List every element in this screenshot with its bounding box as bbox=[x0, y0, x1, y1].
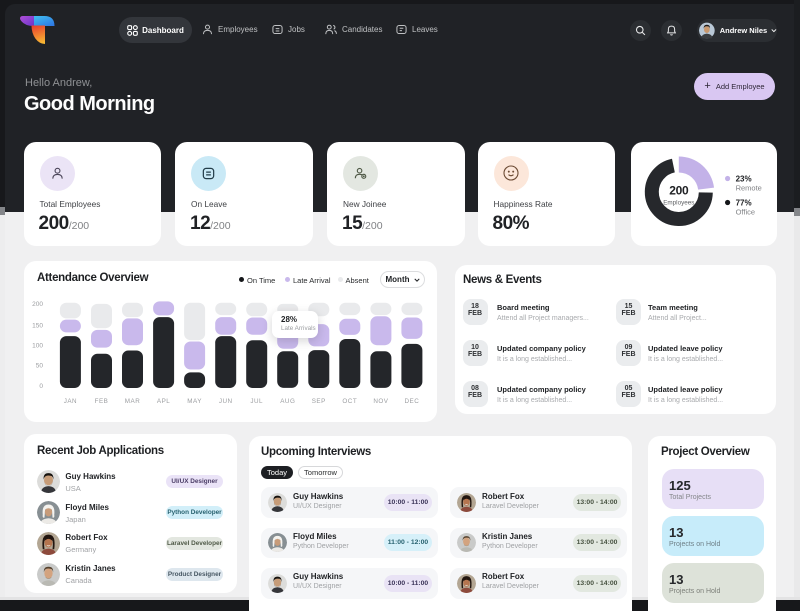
svg-text:77%: 77% bbox=[736, 198, 752, 207]
svg-text:200: 200 bbox=[32, 301, 43, 308]
svg-text:0: 0 bbox=[39, 383, 43, 390]
svg-text:JAN: JAN bbox=[64, 398, 77, 405]
svg-text:Employees: Employees bbox=[663, 199, 694, 206]
svg-text:SEP: SEP bbox=[312, 398, 326, 405]
svg-text:APL: APL bbox=[157, 398, 170, 405]
svg-text:FEB: FEB bbox=[95, 398, 109, 405]
svg-text:50: 50 bbox=[36, 363, 44, 370]
svg-text:JUL: JUL bbox=[250, 398, 263, 405]
svg-text:NOV: NOV bbox=[373, 398, 388, 405]
svg-text:Office: Office bbox=[736, 207, 755, 216]
svg-text:200: 200 bbox=[669, 183, 689, 197]
svg-text:OCT: OCT bbox=[342, 398, 357, 405]
svg-text:DEC: DEC bbox=[405, 398, 420, 405]
svg-text:150: 150 bbox=[32, 323, 43, 330]
svg-text:Remote: Remote bbox=[736, 183, 762, 192]
svg-text:JUN: JUN bbox=[219, 398, 233, 405]
svg-text:MAY: MAY bbox=[187, 398, 202, 405]
svg-text:100: 100 bbox=[32, 343, 43, 350]
svg-text:AUG: AUG bbox=[280, 398, 295, 405]
svg-text:23%: 23% bbox=[736, 174, 752, 183]
svg-text:MAR: MAR bbox=[125, 398, 141, 405]
